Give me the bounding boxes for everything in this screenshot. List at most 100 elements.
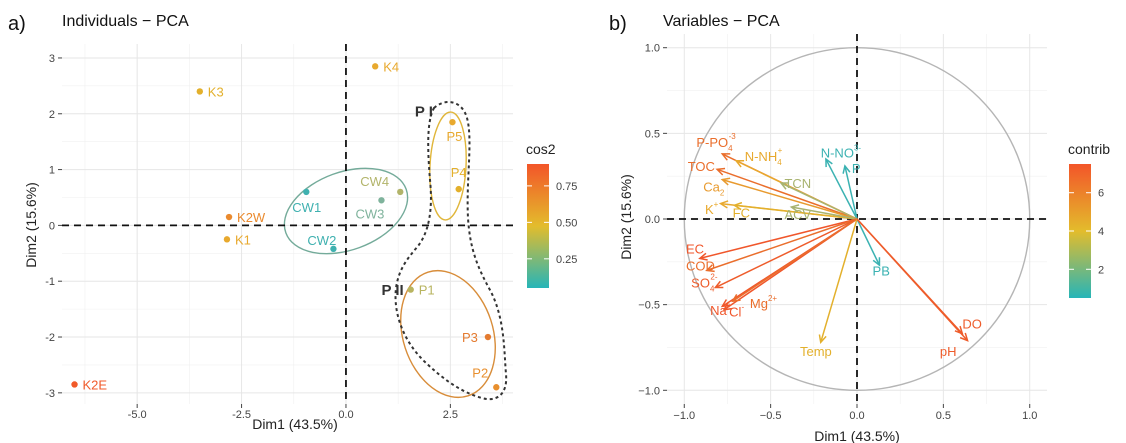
panel-a-grid — [62, 44, 513, 404]
var-label-text: COD — [686, 258, 715, 273]
panel-a-legend-title: cos2 — [526, 141, 556, 157]
var-label-so: SO4 2- — [691, 273, 718, 294]
var-label-do: DO — [962, 317, 982, 332]
var-label-superscript: - — [741, 303, 744, 312]
var-label-cl: Cl- — [729, 303, 744, 320]
y-tick-label: -1 — [45, 276, 55, 288]
var-label-text: PB — [873, 264, 890, 279]
var-label-p: P — [852, 161, 861, 176]
var-label-acv: ACV — [784, 207, 811, 222]
arrowhead-ec — [698, 252, 708, 261]
legend-tick-label: 4 — [1098, 226, 1104, 238]
arrowhead-temp — [818, 334, 827, 344]
panel-b-legend-ticks: 2 4 6 — [1069, 188, 1104, 276]
arrow-cod — [706, 218, 858, 272]
group-label: P II — [381, 282, 403, 299]
point-p5 — [449, 118, 456, 126]
point-label-k1: K1 — [235, 232, 251, 247]
panel-b-legend-title: contrib — [1068, 141, 1110, 157]
x-tick-label: 1.0 — [1022, 410, 1037, 422]
arrowhead-mg — [731, 293, 741, 303]
point-cw1 — [303, 188, 310, 196]
panel-a-xlabel: Dim1 (43.5%) — [252, 416, 338, 432]
arrowhead-cl — [722, 302, 733, 311]
panel-a-tag: a) — [8, 13, 26, 35]
var-label-text: N-NH — [745, 149, 778, 164]
x-tick-label: 0.0 — [338, 409, 353, 421]
var-label-text: Na — [710, 303, 727, 318]
var-label-text: Cl — [729, 305, 741, 320]
var-label-text: Mg — [750, 296, 768, 311]
var-label-text: K — [705, 202, 714, 217]
var-label-text: FC — [733, 205, 750, 220]
panel-a-ticks: -5.0 -2.5 0.0 2.5 -3 -2 -1 0 1 2 3 — [45, 53, 458, 421]
var-label-superscript: 2+ — [768, 294, 777, 303]
panel-a-title: Individuals − PCA — [62, 13, 189, 30]
point-cw4 — [397, 188, 404, 196]
point-label-cw1: CW1 — [292, 200, 321, 215]
point-label-p4: P4 — [451, 165, 467, 180]
arrow-toc — [716, 168, 858, 220]
arrow-ph — [856, 218, 969, 342]
var-label-n-no: N-NO3- — [821, 143, 862, 160]
y-tick-label: 0.0 — [645, 214, 660, 226]
point-k4 — [371, 63, 379, 70]
arrowhead-ca — [720, 177, 731, 186]
arrowhead-toc — [715, 167, 726, 176]
group-outline — [394, 101, 508, 401]
var-label-superscript: + — [714, 200, 719, 209]
point-label-k4: K4 — [383, 59, 399, 74]
panel-b-ylabel: Dim2 (15.6%) — [618, 174, 634, 260]
y-tick-label: 0.5 — [645, 128, 660, 140]
panel-a-legend-ticks: 0.25 0.50 0.75 — [527, 181, 577, 266]
var-label-text: DO — [962, 317, 982, 332]
arrowhead-so — [713, 280, 724, 289]
x-tick-label: −1.0 — [673, 410, 695, 422]
cw-ellipse — [283, 167, 409, 255]
point-p3 — [484, 333, 492, 341]
panel-b-title: Variables − PCA — [663, 13, 780, 30]
point-label-p5: P5 — [446, 129, 462, 144]
x-tick-label: 0.0 — [849, 410, 864, 422]
p-upper-ellipse — [429, 111, 467, 221]
var-label-text: P — [852, 161, 861, 176]
arrowhead-ph — [959, 332, 969, 342]
y-tick-label: −1.0 — [638, 385, 660, 397]
panel-a-ellipses — [283, 101, 508, 401]
var-label-cod: COD — [686, 258, 715, 273]
legend-tick-label: 6 — [1098, 188, 1104, 200]
y-tick-label: 1 — [49, 165, 55, 177]
point-p1 — [407, 286, 414, 293]
point-label-p2: P2 — [472, 365, 488, 380]
arrow-fc — [734, 204, 858, 220]
point-label-cw2: CW2 — [307, 233, 336, 248]
var-label-subscript: 4 — [777, 158, 782, 167]
var-label-text: ACV — [784, 207, 811, 222]
legend-tick-label: 0.75 — [556, 181, 577, 193]
x-tick-label: 0.5 — [936, 410, 951, 422]
point-p4 — [455, 185, 462, 193]
point-label-k3: K3 — [208, 84, 224, 99]
p-lower-ellipse — [400, 269, 496, 399]
point-label-cw3: CW3 — [355, 206, 384, 221]
arrowhead-k — [718, 200, 729, 209]
arrowhead-cod — [705, 264, 715, 273]
x-tick-label: -5.0 — [128, 409, 147, 421]
arrowhead-do — [954, 325, 964, 336]
var-label-pb: PB — [873, 264, 890, 279]
point-label-p1: P1 — [419, 283, 435, 298]
point-k3 — [196, 88, 204, 95]
var-label-fc: FC — [733, 205, 750, 220]
var-label-p-po: P-PO4 -3 — [696, 132, 736, 153]
point-k2e — [71, 381, 78, 388]
var-label-toc: TOC — [688, 159, 715, 174]
panel-b-tag: b) — [609, 13, 627, 35]
y-tick-label: 3 — [49, 53, 55, 65]
panel-b-xlabel: Dim1 (43.5%) — [814, 428, 900, 443]
y-tick-label: −0.5 — [638, 300, 660, 312]
var-label-text: SO — [691, 276, 710, 291]
x-tick-label: -2.5 — [232, 409, 251, 421]
var-label-n-nh: N-NH4 + — [745, 146, 783, 167]
